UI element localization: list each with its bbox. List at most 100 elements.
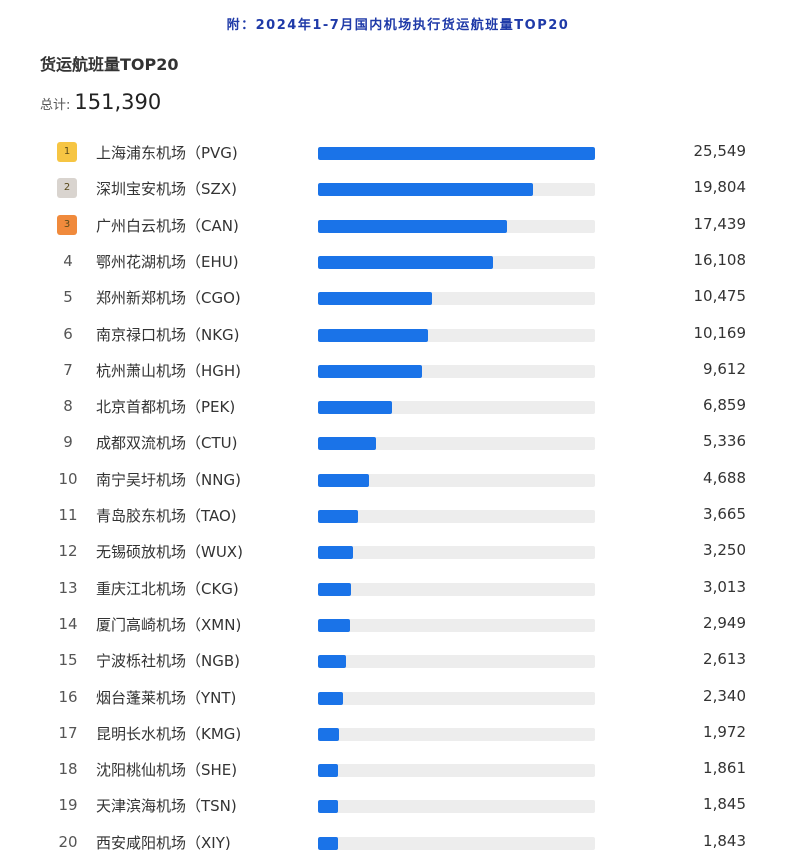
bar-value-label: 9,612 (703, 359, 746, 378)
chart-title: 货运航班量TOP20 (40, 55, 179, 74)
bar-track (318, 655, 595, 669)
bar-track (318, 546, 595, 560)
bar-track (318, 401, 595, 415)
bar-track (318, 292, 595, 306)
airport-name: 鄂州花湖机场（EHU) (96, 252, 239, 271)
bar-fill (318, 219, 508, 233)
rank-number: 13 (58, 578, 78, 597)
bar-fill (318, 618, 350, 632)
total-summary: 总计: 151,390 (40, 90, 161, 114)
bar-fill (318, 510, 358, 523)
bar-fill (318, 764, 339, 778)
bar-track (318, 582, 595, 596)
bar-value-label: 1,861 (703, 759, 746, 778)
rank-number: 17 (58, 723, 78, 742)
airport-name: 天津滨海机场（TSN) (96, 797, 237, 816)
bar-row: 8 北京首都机场（PEK) 6,859 (0, 390, 796, 420)
rank-number: 10 (58, 469, 78, 488)
bar-value-label: 3,250 (703, 541, 746, 560)
bar-track (318, 691, 595, 705)
bar-track (318, 473, 595, 487)
bar-row: 11 青岛胶东机场（TAO) 3,665 (0, 499, 796, 529)
bar-row: 19 天津滨海机场（TSN) 1,845 (0, 789, 796, 819)
bar-fill (318, 255, 493, 269)
airport-name: 烟台蓬莱机场（YNT) (96, 688, 237, 707)
bar-value-label: 1,845 (703, 795, 746, 814)
bar-fill (318, 655, 347, 669)
bar-value-label: 1,843 (703, 831, 746, 850)
bar-value-label: 10,475 (693, 287, 747, 306)
bar-fill (318, 473, 369, 487)
airport-name: 宁波栎社机场（NGB) (96, 652, 240, 671)
rank-number: 11 (58, 506, 78, 524)
bar-row: 12 无锡硕放机场（WUX) 3,250 (0, 535, 796, 565)
total-label: 总计: (40, 98, 71, 113)
rank-number: 15 (58, 651, 78, 670)
bar-value-label: 1,972 (703, 722, 746, 741)
bar-track (318, 364, 595, 378)
bar-row: 9 成都双流机场（CTU) 5,336 (0, 426, 796, 456)
airport-name: 重庆江北机场（CKG) (96, 579, 239, 598)
airport-name: 郑州新郑机场（CGO) (96, 289, 241, 308)
bar-row: 18 沈阳桃仙机场（SHE) 1,861 (0, 753, 796, 783)
rank-number: 9 (63, 433, 73, 452)
bar-value-label: 4,688 (703, 468, 746, 487)
bar-fill (318, 691, 344, 705)
airport-name: 南京禄口机场（NKG) (96, 325, 240, 344)
rank-number: 14 (58, 614, 78, 633)
bar-value-label: 5,336 (703, 432, 746, 451)
bar-track (318, 255, 595, 269)
bar-fill (318, 147, 595, 160)
airport-name: 广州白云机场（CAN) (96, 216, 239, 235)
airport-name: 成都双流机场（CTU) (96, 434, 238, 453)
airport-name: 无锡硕放机场（WUX) (96, 543, 243, 562)
bar-row: 20 西安咸阳机场（XIY) 1,843 (0, 826, 796, 856)
bar-fill (318, 401, 393, 415)
bar-fill (318, 727, 340, 741)
bar-track (318, 727, 595, 741)
bar-track (318, 836, 595, 850)
bar-track (318, 510, 595, 523)
rank-number: 16 (58, 687, 78, 706)
bar-track (318, 437, 595, 451)
bar-value-label: 16,108 (693, 250, 747, 269)
bar-row: 6 南京禄口机场（NKG) 10,169 (0, 318, 796, 348)
rank-badge: 3 (57, 214, 77, 235)
bar-fill (318, 364, 423, 378)
bar-fill (318, 546, 354, 560)
bar-value-label: 10,169 (693, 323, 747, 342)
airport-name: 昆明长水机场（KMG) (96, 724, 242, 743)
rank-badge: 1 (57, 142, 77, 162)
bar-value-label: 2,613 (703, 650, 746, 669)
bar-value-label: 3,665 (703, 505, 746, 523)
bar-row: 7 杭州萧山机场（HGH) 9,612 (0, 354, 796, 384)
airport-name: 西安咸阳机场（XIY) (96, 833, 231, 852)
bar-value-label: 3,013 (703, 577, 746, 596)
rank-number: 8 (63, 397, 73, 416)
bar-fill (318, 800, 338, 814)
rank-number: 19 (58, 796, 78, 815)
rank-number: 6 (63, 324, 73, 343)
bar-row: 16 烟台蓬莱机场（YNT) 2,340 (0, 681, 796, 711)
rank-number: 18 (58, 760, 78, 779)
airport-name: 沈阳桃仙机场（SHE) (96, 761, 238, 780)
bar-fill (318, 183, 533, 197)
bar-value-label: 19,804 (693, 178, 747, 197)
rank-number: 7 (63, 360, 73, 379)
bar-value-label: 2,340 (703, 686, 746, 705)
bar-track (318, 183, 595, 197)
airport-name: 北京首都机场（PEK) (96, 398, 236, 417)
bar-row: 17 昆明长水机场（KMG) 1,972 (0, 717, 796, 747)
airport-name: 杭州萧山机场（HGH) (96, 361, 242, 380)
bar-track (318, 219, 595, 233)
airport-name: 上海浦东机场（PVG) (96, 144, 238, 162)
rank-number: 20 (58, 832, 78, 851)
rank-number: 4 (63, 251, 73, 270)
airport-name: 青岛胶东机场（TAO) (96, 507, 237, 525)
bar-track (318, 800, 595, 814)
header-title: 附：2024年1-7月国内机场执行货运航班量TOP20 (226, 18, 570, 33)
bar-fill (318, 582, 351, 596)
bar-row: 15 宁波栎社机场（NGB) 2,613 (0, 644, 796, 674)
bar-fill (318, 292, 432, 306)
bar-row: 2 深圳宝安机场（SZX) 19,804 (0, 172, 796, 202)
